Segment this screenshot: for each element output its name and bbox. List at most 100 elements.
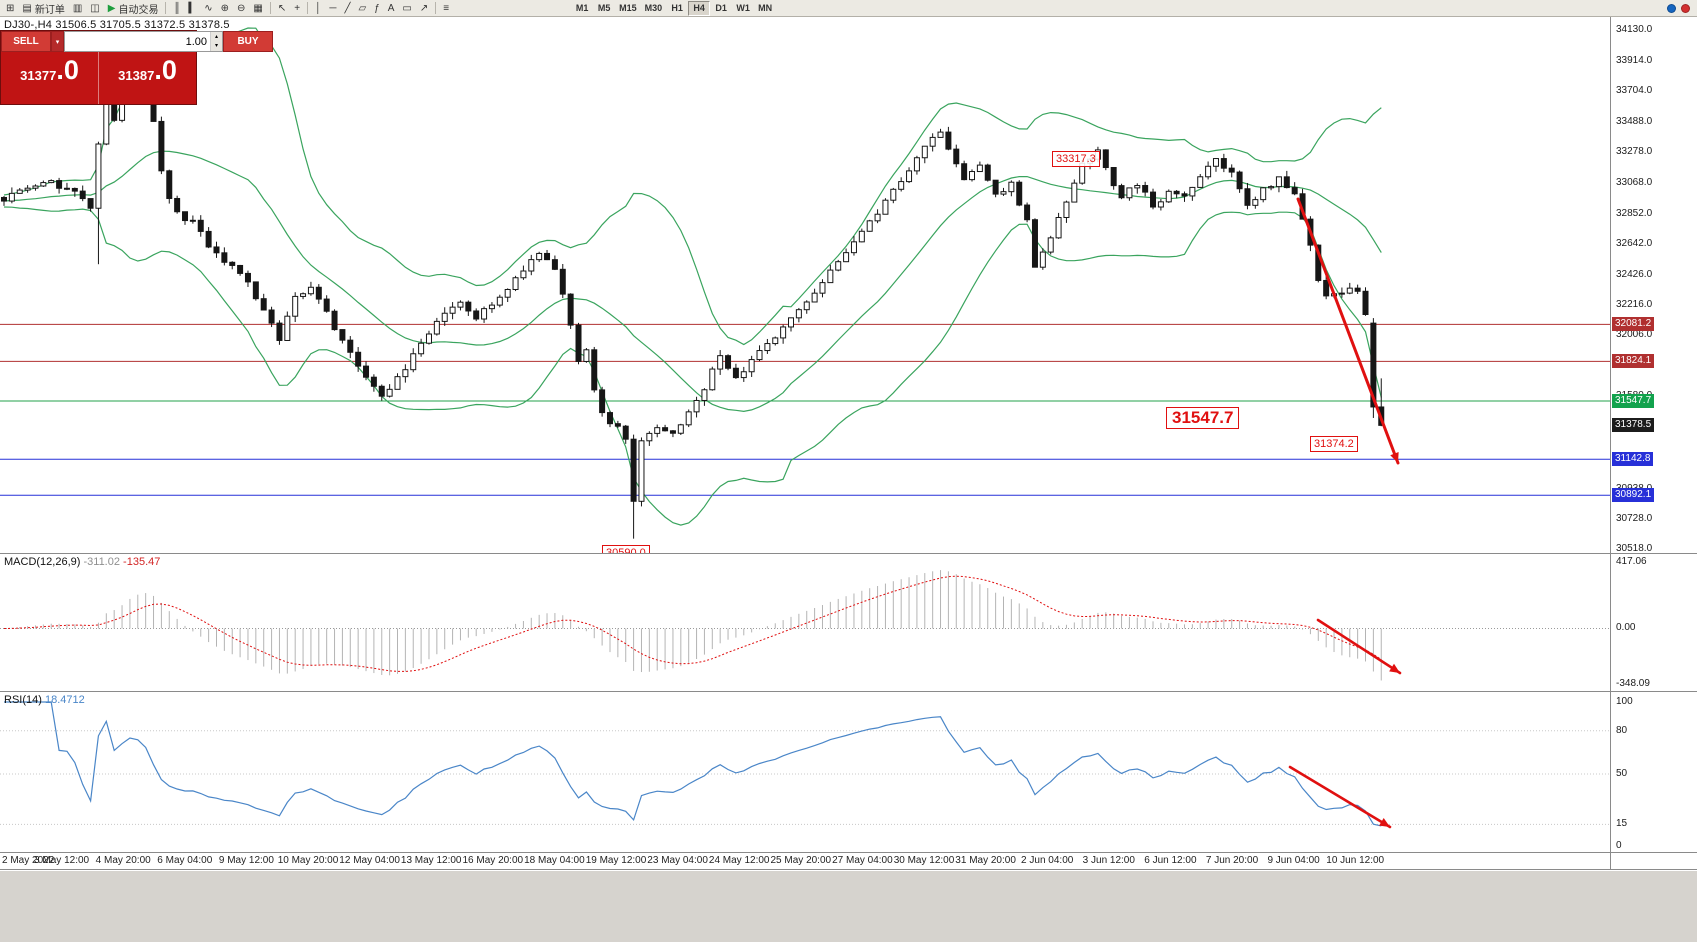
- macd-signal-value: -135.47: [123, 556, 161, 568]
- auto-trading-button[interactable]: ▶ 自动交易: [104, 1, 163, 16]
- price-axis[interactable]: 34130.0 33914.0 33704.0 33488.0 33278.0 33068…: [1610, 17, 1697, 553]
- alert-red-icon[interactable]: [1681, 3, 1690, 13]
- crosshair-button[interactable]: +: [290, 1, 304, 16]
- line-chart-mode-button[interactable]: ∿: [200, 1, 216, 16]
- axis-tick: -348.09: [1616, 678, 1650, 689]
- rsi-line: [4, 701, 1382, 827]
- time-axis-label: 13 May 12:00: [400, 855, 462, 866]
- text-label-button[interactable]: ▭: [398, 1, 415, 16]
- navigator-button[interactable]: ◫: [86, 1, 103, 16]
- macd-chart-canvas[interactable]: [0, 554, 1610, 692]
- time-axis-label: 27 May 04:00: [832, 855, 893, 866]
- sell-price-pips: .0: [56, 55, 79, 85]
- candlestick-mode-button[interactable]: ▍: [185, 1, 201, 16]
- axis-tick: 32426.0: [1616, 268, 1653, 280]
- buy-price-button[interactable]: 31387 .0: [99, 52, 196, 104]
- timeframe-m1-button[interactable]: M1: [571, 1, 593, 16]
- timeframe-mn-button[interactable]: MN: [754, 1, 776, 16]
- time-axis-corner: [1610, 853, 1697, 869]
- volume-increase-button[interactable]: ▴: [211, 32, 222, 42]
- cursor-button[interactable]: ↖: [274, 1, 290, 16]
- price-badge: 31824.1: [1612, 354, 1655, 369]
- text-button[interactable]: A: [384, 1, 399, 16]
- sell-price-button[interactable]: 31377 .0: [1, 52, 99, 104]
- rsi-value: 18.4712: [44, 694, 85, 706]
- buy-button[interactable]: BUY: [223, 31, 273, 52]
- indicators-button[interactable]: ≡: [439, 1, 453, 16]
- candlestick-mode-icon: ▍: [188, 2, 197, 14]
- chart-annotation-31374-2[interactable]: 31374.2: [1310, 436, 1358, 452]
- navigator-icon: ◫: [90, 2, 100, 14]
- timeframe-m5-button[interactable]: M5: [593, 1, 615, 16]
- horizontal-line-button[interactable]: ─: [325, 1, 340, 16]
- vertical-line-icon: │: [315, 2, 322, 14]
- macd-name: MACD(12,26,9): [4, 556, 81, 568]
- price-chart-canvas[interactable]: [0, 17, 1610, 554]
- price-badge: 32081.2: [1612, 317, 1655, 332]
- timeframe-d1-button[interactable]: D1: [710, 1, 732, 16]
- main-chart-pane[interactable]: DJ30-,H4 31506.5 31705.5 31372.5 31378.5…: [0, 17, 1697, 554]
- bar-chart-mode-button[interactable]: ║: [169, 1, 184, 16]
- time-axis-label: 19 May 12:00: [585, 855, 647, 866]
- timeframe-h1-button[interactable]: H1: [666, 1, 688, 16]
- chart-annotation-33317-3[interactable]: 33317.3: [1052, 151, 1100, 167]
- axis-tick: 32216.0: [1616, 299, 1653, 311]
- chart-list-button[interactable]: ▥: [69, 1, 86, 16]
- timeframe-m30-button[interactable]: M30: [641, 1, 667, 16]
- tile-windows-button[interactable]: ▦: [249, 1, 266, 16]
- macd-pane[interactable]: MACD(12,26,9) -311.02 -135.47 417.06 0.00…: [0, 554, 1697, 692]
- price-badge: 30892.1: [1612, 488, 1655, 503]
- text-label-icon: ▭: [402, 2, 412, 14]
- fibonacci-retracement-button[interactable]: ƒ: [370, 1, 384, 16]
- sell-price-main: 31377: [20, 68, 57, 83]
- macd-label: MACD(12,26,9) -311.02 -135.47: [4, 556, 160, 568]
- toolbar-separator: [165, 2, 167, 14]
- arrows-button[interactable]: ↗: [416, 1, 432, 16]
- sell-button[interactable]: SELL: [1, 31, 51, 52]
- new-order-button[interactable]: ▤ 新订单: [18, 1, 68, 16]
- one-click-trading-panel: SELL ▾ ▴ ▾ BUY 31377 .0 31387: [0, 30, 273, 105]
- time-axis-label: 2 Jun 04:00: [1021, 855, 1074, 866]
- horizontal-line-icon: ─: [329, 2, 337, 14]
- axis-tick: 30728.0: [1616, 512, 1653, 524]
- trendline-icon: ╱: [344, 2, 351, 14]
- time-axis-label: 7 Jun 20:00: [1205, 855, 1259, 866]
- time-axis-label: 6 Jun 12:00: [1144, 855, 1197, 866]
- volume-decrease-button[interactable]: ▾: [211, 41, 222, 51]
- time-axis-label: 3 Jun 12:00: [1082, 855, 1135, 866]
- equidistant-channel-button[interactable]: ▱: [354, 1, 370, 16]
- zoom-in-button[interactable]: ⊕: [217, 1, 233, 16]
- chart-annotation-31547-7[interactable]: 31547.7: [1166, 407, 1240, 429]
- new-chart-button[interactable]: ⊞: [2, 1, 18, 16]
- volume-input[interactable]: [65, 32, 210, 51]
- alert-blue-icon[interactable]: [1667, 3, 1676, 13]
- price-badge: 31378.5: [1612, 418, 1655, 433]
- status-bar: [0, 870, 1697, 942]
- timeframe-h4-button[interactable]: H4: [688, 0, 711, 16]
- rsi-pane[interactable]: RSI(14) 18.4712 100 80 50 15 0: [0, 692, 1697, 853]
- rsi-chart-canvas[interactable]: [0, 692, 1610, 853]
- volume-dropdown-button[interactable]: ▾: [51, 31, 64, 52]
- axis-tick: 50: [1616, 768, 1628, 779]
- axis-tick: 32852.0: [1616, 207, 1653, 219]
- vertical-line-button[interactable]: │: [311, 1, 325, 16]
- rsi-axis[interactable]: 100 80 50 15 0: [1610, 692, 1697, 852]
- axis-tick: 15: [1616, 818, 1628, 830]
- timeframe-m15-button[interactable]: M15: [615, 1, 641, 16]
- axis-tick: 34130.0: [1616, 24, 1653, 35]
- time-axis-label: 24 May 12:00: [708, 855, 770, 866]
- time-axis-label: 9 Jun 04:00: [1267, 855, 1320, 866]
- zoom-out-button[interactable]: ⊖: [233, 1, 249, 16]
- macd-main-value: -311.02: [83, 556, 120, 568]
- rsi-label: RSI(14) 18.4712: [4, 694, 85, 706]
- time-axis[interactable]: 2 May 2022 3 May 12:00 4 May 20:00 6 May 04…: [0, 853, 1697, 870]
- rsi-name: RSI(14): [4, 694, 42, 706]
- macd-axis[interactable]: 417.06 0.00 -348.09: [1610, 554, 1697, 691]
- chart-annotation-30590-0[interactable]: 30590.0: [602, 545, 650, 553]
- price-badge: 31547.7: [1612, 394, 1655, 409]
- trendline-button[interactable]: ╱: [340, 1, 354, 16]
- axis-tick: 417.06: [1616, 556, 1647, 567]
- axis-tick: 0.00: [1616, 622, 1636, 634]
- new-order-label: 新订单: [34, 4, 65, 16]
- timeframe-w1-button[interactable]: W1: [732, 1, 754, 16]
